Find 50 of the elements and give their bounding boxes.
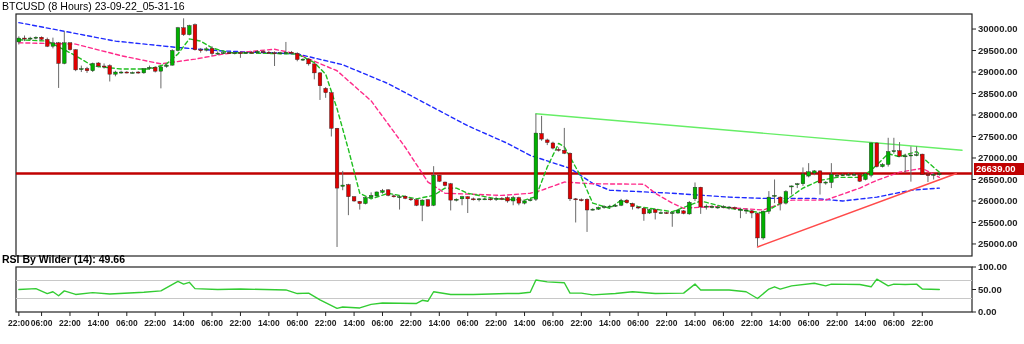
x-tick-label: 14:00 xyxy=(684,318,707,328)
y-tick-label: 27500.00 xyxy=(978,130,1018,142)
y-tick-label: 29500.00 xyxy=(978,44,1018,56)
x-tick-label: 22:00 xyxy=(655,318,678,328)
x-tick-label: 22:00 xyxy=(229,318,252,328)
x-tick-label: 06:00 xyxy=(30,318,53,328)
x-tick-label: 14:00 xyxy=(172,318,195,328)
x-tick-label: 22:00 xyxy=(740,318,763,328)
x-tick-label: 06:00 xyxy=(371,318,394,328)
y-tick-label: 25500.00 xyxy=(978,216,1018,228)
x-tick-label: 06:00 xyxy=(115,318,138,328)
x-tick-label: 22:00 xyxy=(7,318,30,328)
x-tick-label: 06:00 xyxy=(712,318,735,328)
x-tick-label: 22:00 xyxy=(144,318,167,328)
chart-title: RSI By Wilder (14): 49.66 xyxy=(2,253,126,265)
x-tick-label: 14:00 xyxy=(598,318,621,328)
x-tick-label: 22:00 xyxy=(485,318,508,328)
x-tick-label: 22:00 xyxy=(911,318,934,328)
y-tick-label: 100.00 xyxy=(978,261,1008,273)
y-tick-label: 30000.00 xyxy=(978,23,1018,35)
y-tick-label: 28500.00 xyxy=(978,87,1018,99)
x-tick-label: 22:00 xyxy=(570,318,593,328)
x-tick-label: 22:00 xyxy=(826,318,849,328)
x-tick-label: 14:00 xyxy=(87,318,110,328)
ref-line-label: 26639.00 xyxy=(976,163,1016,175)
x-tick-label: 22:00 xyxy=(400,318,423,328)
x-tick-label: 06:00 xyxy=(797,318,820,328)
y-tick-label: 28000.00 xyxy=(978,109,1018,121)
chart-title: BTCUSD (8 Hours) 23-09-22_05-31-16 xyxy=(2,0,185,12)
x-tick-label: 14:00 xyxy=(257,318,280,328)
x-tick-label: 06:00 xyxy=(627,318,650,328)
y-tick-label: 0.00 xyxy=(978,306,997,318)
x-tick-label: 22:00 xyxy=(314,318,337,328)
x-tick-label: 14:00 xyxy=(428,318,451,328)
x-tick-label: 14:00 xyxy=(513,318,536,328)
x-tick-label: 06:00 xyxy=(201,318,224,328)
y-tick-label: 50.00 xyxy=(978,283,1002,295)
x-tick-label: 06:00 xyxy=(883,318,906,328)
x-tick-label: 14:00 xyxy=(343,318,366,328)
x-tick-label: 06:00 xyxy=(286,318,309,328)
y-tick-label: 26000.00 xyxy=(978,195,1018,207)
y-tick-label: 26500.00 xyxy=(978,173,1018,185)
x-tick-label: 22:00 xyxy=(59,318,82,328)
x-tick-label: 14:00 xyxy=(769,318,792,328)
x-tick-label: 06:00 xyxy=(456,318,479,328)
y-tick-label: 27000.00 xyxy=(978,152,1018,164)
y-tick-label: 25000.00 xyxy=(978,238,1018,250)
y-tick-label: 29000.00 xyxy=(978,66,1018,78)
x-tick-label: 14:00 xyxy=(854,318,877,328)
x-tick-label: 06:00 xyxy=(542,318,565,328)
